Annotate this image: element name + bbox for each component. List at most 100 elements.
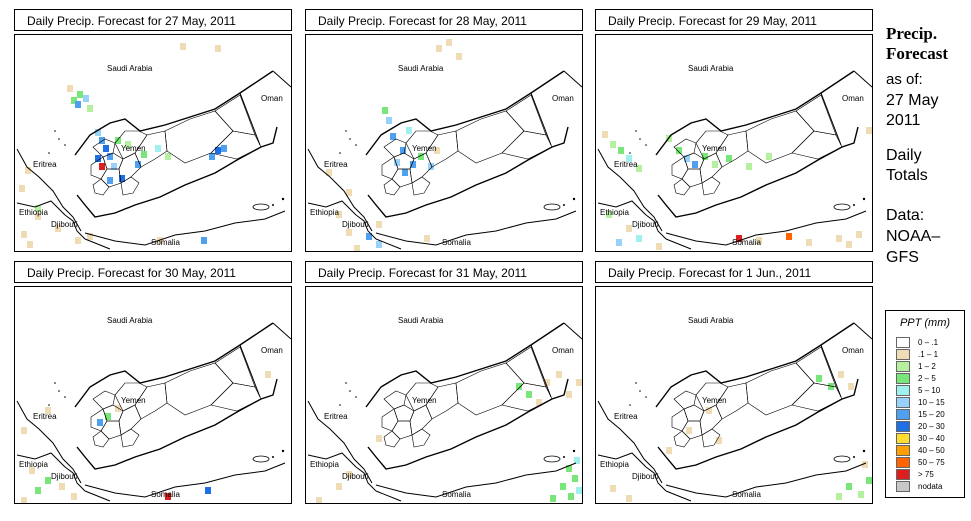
legend-swatch (896, 361, 910, 372)
precip-cell (165, 153, 171, 160)
precip-cell (828, 383, 834, 390)
precip-cell (115, 405, 121, 412)
country-label-djibouti: Djibouti (51, 220, 78, 229)
precip-cell (107, 177, 113, 184)
governorate-border (695, 382, 729, 412)
panel-title: Daily Precip. Forecast for 29 May, 2011 (595, 9, 873, 31)
totals-line2: Totals (886, 167, 928, 184)
country-border (645, 466, 667, 492)
country-label-saudi: Saudi Arabia (398, 316, 444, 325)
governorate-border (411, 176, 431, 196)
governorate-border (210, 382, 262, 412)
governorate-border (210, 130, 262, 160)
country-border (84, 462, 286, 498)
governorate-border (383, 430, 401, 448)
islet (345, 130, 347, 132)
island (281, 449, 285, 453)
governorate-border (791, 382, 843, 412)
precip-cell (516, 383, 522, 390)
island (853, 204, 855, 206)
governorate-border (455, 110, 525, 164)
precip-cell (99, 137, 105, 144)
precip-cell (616, 239, 622, 246)
governorate-border (745, 362, 815, 416)
precip-cell (35, 487, 41, 494)
panel-title: Daily Precip. Forecast for 27 May, 2011 (14, 9, 292, 31)
legend-label: 30 – 40 (918, 434, 945, 443)
country-label-eritrea: Eritrea (324, 160, 348, 169)
governorate-border (114, 130, 148, 160)
precip-cell (636, 235, 642, 242)
asof-date-line1: 27 May (886, 92, 939, 109)
country-label-somalia: Somalia (442, 238, 471, 247)
precip-cell (402, 169, 408, 176)
country-border (16, 148, 82, 232)
island (862, 197, 866, 201)
country-border (76, 126, 278, 218)
governorate-border (92, 138, 116, 158)
islet (635, 382, 637, 384)
governorate-border (671, 408, 689, 432)
precip-cell (316, 497, 322, 503)
precip-cell (354, 245, 360, 251)
country-label-somalia: Somalia (151, 238, 180, 247)
country-border (563, 70, 582, 88)
legend-swatch (896, 349, 910, 360)
precip-cell (394, 159, 400, 166)
precip-cell (806, 239, 812, 246)
forecast-panel-4: Daily Precip. Forecast for 30 May, 2011 … (14, 261, 292, 504)
country-label-djibouti: Djibouti (632, 220, 659, 229)
legend-label: 15 – 20 (918, 410, 945, 419)
country-border (820, 92, 842, 146)
precip-cell (400, 147, 406, 154)
country-border (530, 92, 552, 146)
precip-cell (103, 145, 109, 152)
forecast-panel-5: Daily Precip. Forecast for 31 May, 2011 … (305, 261, 583, 504)
country-label-yemen: Yemen (412, 144, 437, 153)
precip-cell (105, 413, 111, 420)
islet (639, 390, 641, 392)
governorate-border (505, 94, 547, 136)
legend-title: PPT (mm) (899, 317, 951, 329)
precip-cell (366, 233, 372, 240)
country-label-yemen: Yemen (121, 396, 146, 405)
panel-title: Daily Precip. Forecast for 28 May, 2011 (305, 9, 583, 31)
precip-cell (55, 225, 61, 232)
governorate-border (695, 130, 729, 160)
precip-cell (45, 407, 51, 414)
precip-cell (786, 233, 792, 240)
country-label-djibouti: Djibouti (632, 472, 659, 481)
country-label-oman: Oman (552, 346, 574, 355)
legend-label: 1 – 2 (918, 362, 936, 371)
country-label-ethiopia: Ethiopia (19, 208, 48, 217)
country-label-djibouti: Djibouti (342, 472, 369, 481)
island (563, 456, 565, 458)
country-border (84, 490, 111, 502)
precip-cell (376, 435, 382, 442)
source-label: Data: (886, 207, 925, 224)
precip-cell (209, 153, 215, 160)
precip-cell (560, 483, 566, 490)
governorate-border (501, 382, 553, 412)
country-border (307, 148, 373, 232)
islet (58, 138, 60, 140)
country-label-ethiopia: Ethiopia (600, 208, 629, 217)
precip-legend: PPT (mm) 0 – .1 .1 – 1 1 – 2 2 – 5 5 – 1… (885, 310, 965, 498)
country-border (657, 126, 859, 218)
panel-title: Daily Precip. Forecast for 31 May, 2011 (305, 261, 583, 283)
precip-cell (215, 147, 221, 154)
legend-swatch (896, 457, 910, 468)
precip-cell (71, 493, 77, 500)
governorate-border (405, 382, 439, 412)
country-border (597, 148, 663, 232)
legend-label: 5 – 10 (918, 386, 941, 395)
country-border (272, 322, 291, 340)
precip-cell (25, 167, 31, 174)
precip-cell (536, 399, 542, 406)
map-svg: Saudi Arabia Oman Yemen Eritrea EthiopiaDjib… (307, 39, 582, 251)
map-svg: Saudi Arabia Oman Yemen Eritrea EthiopiaDjib… (307, 316, 582, 503)
country-border (74, 322, 274, 408)
country-border (655, 322, 855, 408)
islet (635, 130, 637, 132)
island (563, 204, 565, 206)
